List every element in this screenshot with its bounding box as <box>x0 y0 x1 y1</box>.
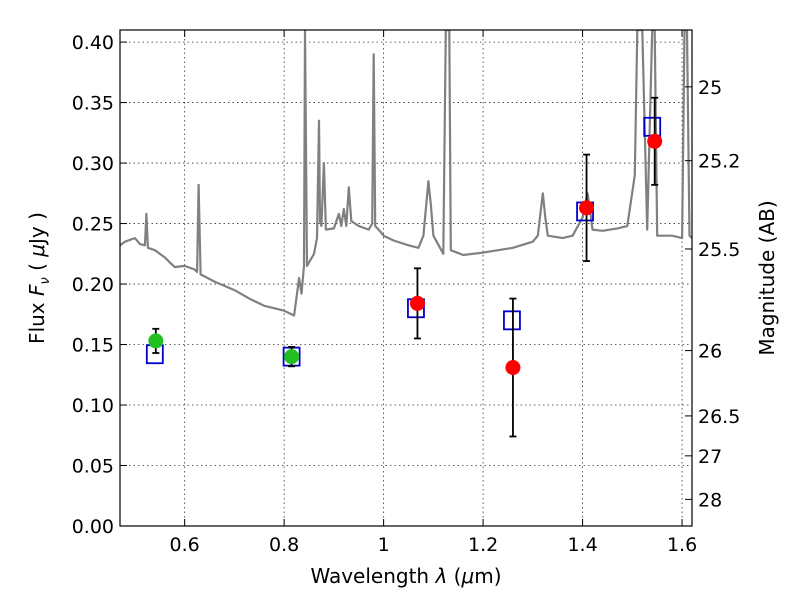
observed-point <box>409 295 425 311</box>
y-tick-label: 0.00 <box>72 516 114 538</box>
axes: 0.6 0.8 1 1.2 1.4 1.6 0.00 0.05 0.10 0.15 0.20 0.25… <box>72 30 740 556</box>
model-square-point <box>503 310 521 331</box>
mag-tick-label: 26.5 <box>698 406 740 428</box>
y-tick-label: 0.15 <box>72 335 114 357</box>
observed-point <box>284 349 300 365</box>
mag-tick-label: 28 <box>698 489 722 511</box>
x-tick-label: 0.6 <box>170 534 200 556</box>
spectrum-line <box>120 30 692 317</box>
x-tick-label: 1 <box>378 534 390 556</box>
plot-area <box>120 30 692 438</box>
x-tick-label: 1.4 <box>567 534 597 556</box>
x-tick-label: 0.8 <box>269 534 299 556</box>
observed-point <box>579 200 595 216</box>
mag-tick-label: 26 <box>698 341 722 363</box>
plot-frame <box>119 29 693 527</box>
y-tick-label: 0.20 <box>72 274 114 296</box>
y-tick-label: 0.05 <box>72 456 114 478</box>
y-tick-label: 0.25 <box>72 214 114 236</box>
observed-point <box>505 360 521 376</box>
x-tick-label: 1.2 <box>468 534 498 556</box>
x-axis-label: Wavelength λ (μm) <box>310 564 501 588</box>
y2-axis-label: Magnitude (AB) <box>755 200 779 355</box>
mag-tick-label: 25.2 <box>698 151 740 173</box>
mag-tick-label: 27 <box>698 446 722 468</box>
y-tick-label: 0.35 <box>72 93 114 115</box>
model-square-point <box>643 116 662 137</box>
mag-tick-label: 25 <box>698 77 722 99</box>
y-axis-label: Flux Fν ( μJy ) <box>25 212 53 344</box>
y-tick-label: 0.30 <box>72 153 114 175</box>
mag-tick-label: 25.5 <box>698 239 740 261</box>
observed-point <box>148 333 164 349</box>
y-tick-label: 0.40 <box>72 32 114 54</box>
y-tick-label: 0.10 <box>72 395 114 417</box>
observed-point <box>647 133 663 149</box>
x-tick-label: 1.6 <box>667 534 697 556</box>
